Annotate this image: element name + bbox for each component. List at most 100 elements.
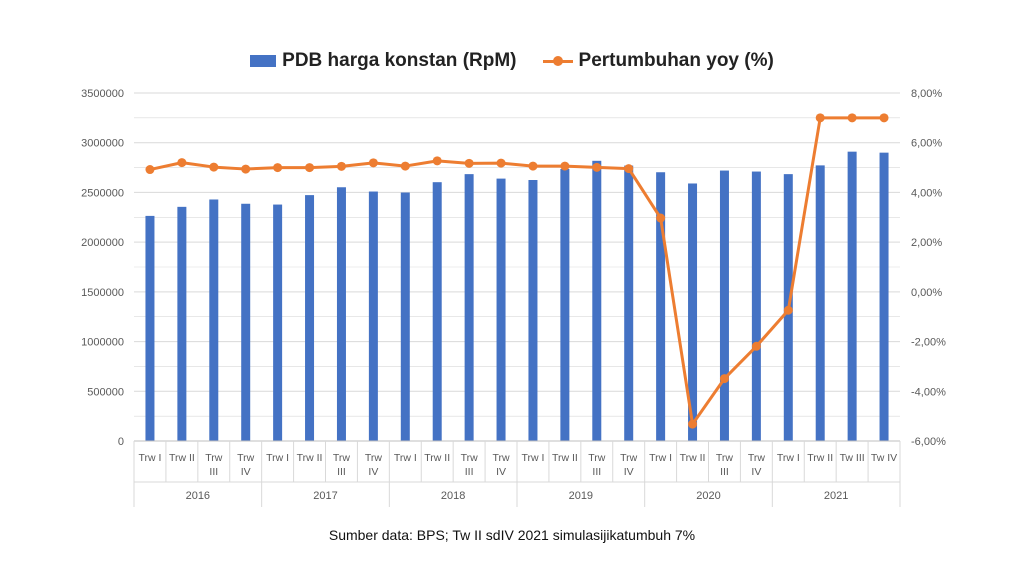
right-axis: -6,00% -4,00% -2,00% 0,00% 2,00% 4,00% 6,00% 8,… <box>911 88 946 448</box>
growth-marker <box>560 161 570 171</box>
growth-marker <box>783 305 793 315</box>
x-tick-label: Trw <box>748 452 766 464</box>
bar <box>305 195 315 441</box>
bar <box>560 168 570 441</box>
bar <box>145 215 155 441</box>
growth-marker <box>847 113 857 123</box>
right-axis-tick-label: 0,00% <box>911 287 942 299</box>
bar <box>273 204 283 441</box>
bar <box>847 151 857 442</box>
growth-marker <box>624 164 634 174</box>
x-tick-label: III <box>592 466 601 478</box>
bar <box>528 180 538 441</box>
left-axis-tick-label: 2500000 <box>81 187 124 199</box>
right-axis-tick-label: -4,00% <box>911 386 946 398</box>
x-tick-label: Trw I <box>777 452 800 464</box>
growth-marker <box>305 163 315 173</box>
growth-marker <box>400 161 410 171</box>
growth-marker <box>241 164 251 174</box>
x-tick-label: Trw <box>237 452 255 464</box>
x-tick-label: III <box>720 466 729 478</box>
right-axis-tick-label: -2,00% <box>911 337 946 349</box>
left-axis-tick-label: 0 <box>118 436 124 448</box>
x-tick-label: Trw II <box>552 452 578 464</box>
x-tick-label: Trw <box>492 452 510 464</box>
x-tick-label: III <box>209 466 218 478</box>
x-tick-label: Trw I <box>394 452 417 464</box>
x-year-label: 2017 <box>313 490 337 502</box>
bar <box>496 178 506 441</box>
bar <box>624 165 634 441</box>
legend-swatch-bar <box>250 55 277 67</box>
x-year-label: 2019 <box>569 490 593 502</box>
growth-marker <box>592 162 602 172</box>
growth-marker <box>336 161 346 171</box>
left-axis-tick-label: 1500000 <box>81 287 124 299</box>
x-tick-label: Trw <box>205 452 223 464</box>
legend-swatch-line <box>542 55 573 67</box>
bar <box>432 182 442 441</box>
growth-marker <box>688 419 698 429</box>
bar <box>241 203 251 441</box>
x-tick-label: Trw II <box>680 452 706 464</box>
bar <box>879 152 889 441</box>
x-year-label: 2018 <box>441 490 465 502</box>
right-axis-tick-label: 4,00% <box>911 187 942 199</box>
right-axis-tick-label: -6,00% <box>911 436 946 448</box>
growth-marker <box>751 341 761 351</box>
x-tick-label: Trw <box>716 452 734 464</box>
growth-marker <box>145 165 155 175</box>
x-tick-label: III <box>337 466 346 478</box>
growth-marker <box>656 213 666 223</box>
x-tick-label: Tw III <box>840 452 865 464</box>
left-axis-tick-label: 500000 <box>87 386 124 398</box>
x-tick-label: Trw II <box>424 452 450 464</box>
legend-item-pdb: PDB harga konstan (RpM) <box>250 50 517 72</box>
bar <box>688 183 698 442</box>
x-tick-label: Trw <box>620 452 638 464</box>
bar <box>336 187 346 441</box>
bar <box>177 206 187 441</box>
left-axis-tick-label: 3000000 <box>81 138 124 150</box>
right-axis-tick-label: 6,00% <box>911 138 942 150</box>
right-axis-tick-label: 8,00% <box>911 88 942 100</box>
bar <box>209 199 219 441</box>
x-tick-label: Trw I <box>138 452 161 464</box>
x-tick-label: IV <box>368 466 378 478</box>
x-year-label: 2020 <box>696 490 720 502</box>
growth-line <box>149 116 885 426</box>
legend-label-pdb: PDB harga konstan (RpM) <box>282 50 517 71</box>
source-note: Sumber data: BPS; Tw II sdIV 2021 simula… <box>328 527 696 543</box>
left-axis-tick-label: 1000000 <box>81 337 124 349</box>
x-year-label: 2016 <box>186 490 210 502</box>
x-tick-label: Trw I <box>649 452 672 464</box>
x-tick-label: III <box>465 466 474 478</box>
x-tick-label: Trw <box>461 452 479 464</box>
growth-marker <box>209 162 219 172</box>
chart-legend: PDB harga konstan (RpM) Pertumbuhan yoy … <box>0 50 1024 72</box>
left-axis-tick-label: 2000000 <box>81 237 124 249</box>
bar <box>400 192 410 441</box>
x-year-label: 2021 <box>824 490 848 502</box>
growth-marker <box>879 113 889 123</box>
bar <box>464 174 474 441</box>
growth-marker <box>464 158 474 168</box>
growth-marker <box>273 163 283 173</box>
growth-marker <box>528 161 538 171</box>
x-tick-label: Trw I <box>521 452 544 464</box>
x-tick-label: Trw <box>588 452 606 464</box>
x-tick-label: IV <box>751 466 761 478</box>
left-axis-tick-label: 3500000 <box>81 88 124 100</box>
legend-label-growth: Pertumbuhan yoy (%) <box>578 50 774 71</box>
line-series <box>145 113 889 429</box>
left-axis: 0 500000 1000000 1500000 2000000 2500000 30000… <box>81 88 124 448</box>
bar <box>719 170 729 441</box>
bar <box>751 171 761 441</box>
x-tick-label: Trw I <box>266 452 289 464</box>
x-tick-label: Trw <box>365 452 383 464</box>
right-axis-tick-label: 2,00% <box>911 237 942 249</box>
growth-marker <box>432 156 442 166</box>
x-tick-label: IV <box>241 466 251 478</box>
category-axis: Trw I Trw II Trw III Trw IV Trw I Trw II Trw III T… <box>133 440 901 507</box>
